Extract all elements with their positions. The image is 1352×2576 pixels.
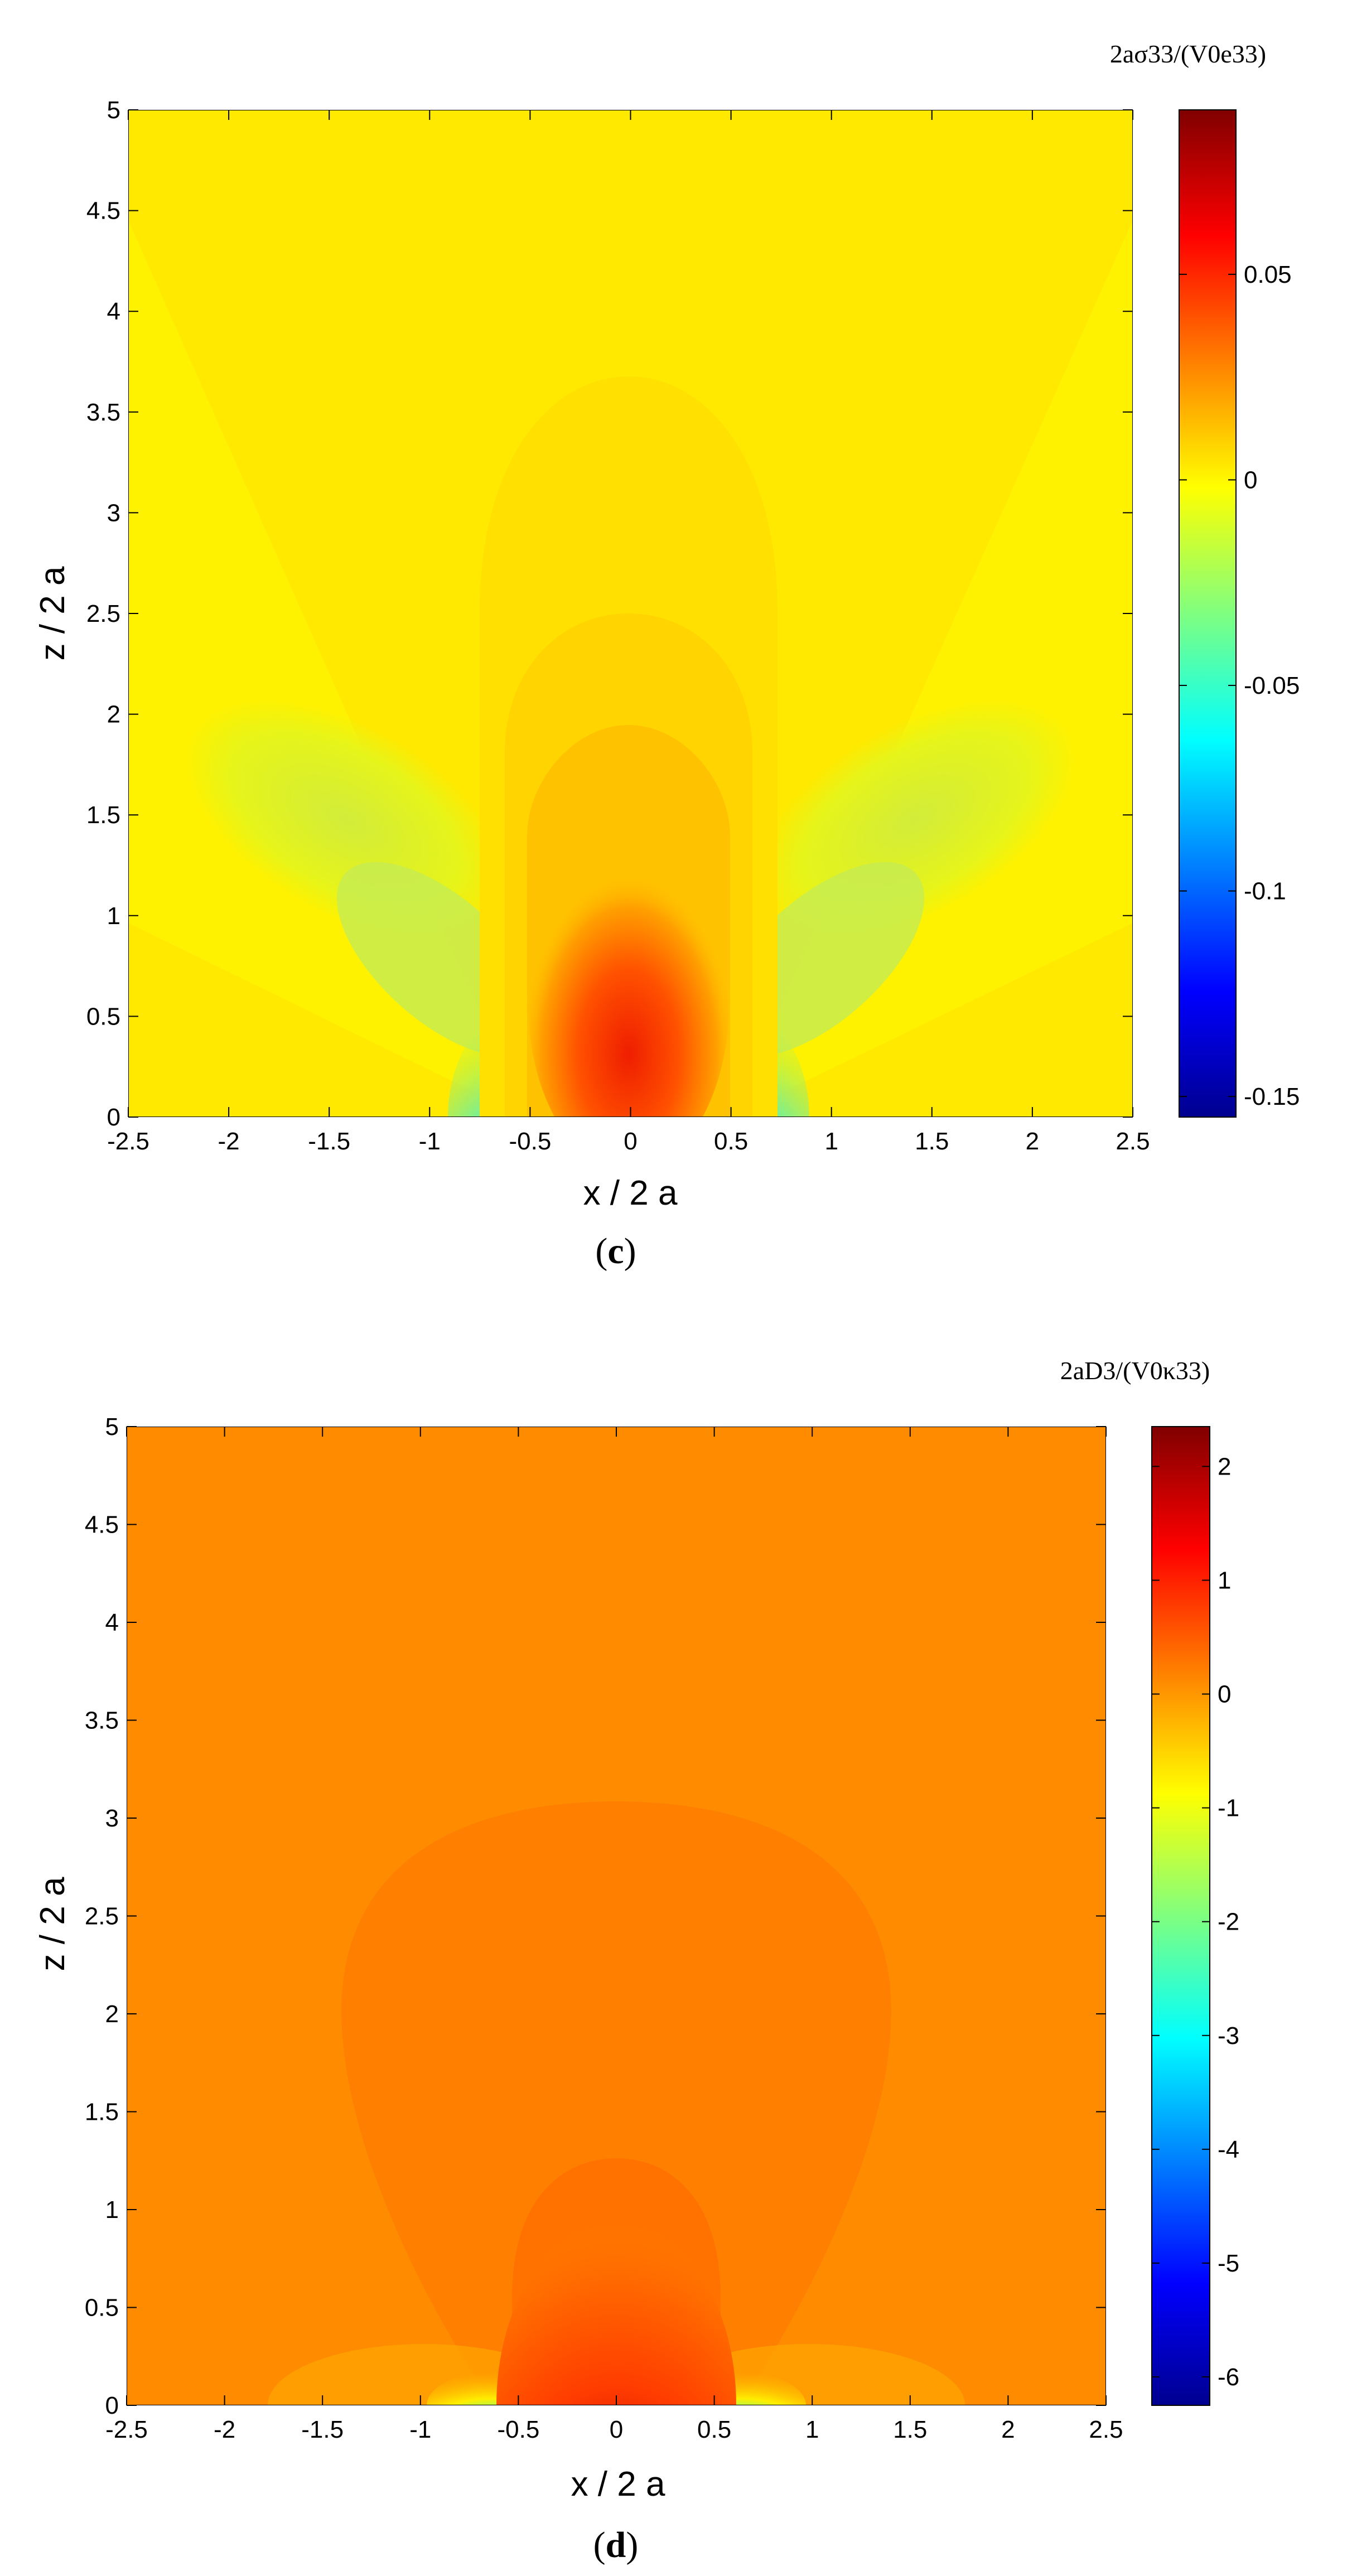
y-tick-label-d: 2.5 <box>85 1903 119 1930</box>
x-tick-label-c: -0.5 <box>509 1128 551 1155</box>
y-tick-label-d: 1.5 <box>85 2099 119 2126</box>
y-tick-label-c: 3.5 <box>86 399 120 426</box>
panel-d: -2.5 -2 -1.5 -1 -0.5 0 0.5 1 1.5 2 2.5 0 0.5 1 1.5 2 2.… <box>33 1356 1239 2565</box>
x-tick-label-c: -1 <box>419 1128 441 1155</box>
x-tick-label-d: 0 <box>610 2416 623 2443</box>
colorbar-ticks-c: 0.05 0 -0.05 -0.1 -0.15 <box>1179 261 1300 1110</box>
colorbar-tick-label-d: -6 <box>1218 2364 1239 2391</box>
colorbar-tick-label-d: -2 <box>1218 1908 1239 1936</box>
x-tick-label-c: 2 <box>1026 1128 1039 1155</box>
x-tick-label-d: -0.5 <box>497 2416 539 2443</box>
x-tick-label-d: 2.5 <box>1089 2416 1123 2443</box>
y-tick-label-c: 2 <box>107 701 120 728</box>
red-core-c <box>528 837 729 1117</box>
y-tick-label-d: 4.5 <box>85 1511 119 1539</box>
x-tick-label-c: 0.5 <box>714 1128 748 1155</box>
droplet-d <box>341 1801 892 2405</box>
panel-c: -2.5 -2 -1.5 -1 -0.5 0 0.5 1 1.5 2 2.5 0 0.5 1 1.5 2 2.… <box>33 40 1300 1272</box>
y-tick-label-c: 1.5 <box>86 801 120 829</box>
x-tick-label-d: 0.5 <box>697 2416 731 2443</box>
colorbar-tick-label-c: 0.05 <box>1244 261 1292 288</box>
y-tick-label-c: 3 <box>107 499 120 526</box>
y-tick-label-c: 4.5 <box>86 197 120 225</box>
y-tick-label-d: 0 <box>105 2392 119 2419</box>
y-tick-label-d: 2 <box>105 2000 119 2028</box>
colorbar-tick-label-d: -1 <box>1218 1795 1239 1822</box>
heatmap-c <box>128 110 1133 1117</box>
y-tick-label-c: 1 <box>107 902 120 930</box>
y-tick-label-d: 3 <box>105 1805 119 1832</box>
x-tick-label-c: 2.5 <box>1116 1128 1150 1155</box>
y-tick-label-c: 2.5 <box>86 600 120 627</box>
x-tick-label-d: -2.5 <box>105 2416 148 2443</box>
x-tick-label-c: -2.5 <box>107 1128 149 1155</box>
colorbar-tick-label-d: 0 <box>1218 1681 1231 1708</box>
panel-caption-d: (d) <box>593 2525 639 2565</box>
colorbar-tick-label-d: 2 <box>1218 1453 1231 1480</box>
colorbar-tick-label-d: -4 <box>1218 2136 1239 2163</box>
y-ticks-c: 0 0.5 1 1.5 2 2.5 3 3.5 4 4.5 5 <box>86 96 1133 1131</box>
colorbar-tick-label-c: -0.1 <box>1244 878 1286 905</box>
colorbar-tick-label-c: -0.15 <box>1244 1083 1300 1110</box>
red-core-d <box>496 2221 736 2405</box>
y-tick-label-c: 5 <box>107 96 120 124</box>
y-tick-label-d: 3.5 <box>85 1707 119 1734</box>
colorbar-tick-label-d: 1 <box>1218 1567 1231 1594</box>
x-tick-label-c: 1.5 <box>915 1128 949 1155</box>
colorbar-tick-label-c: 0 <box>1244 466 1257 494</box>
y-tick-label-c: 0 <box>107 1104 120 1131</box>
x-tick-label-d: -1.5 <box>301 2416 344 2443</box>
x-tick-label-c: -1.5 <box>308 1128 350 1155</box>
colorbar-c <box>1179 109 1237 1118</box>
colorbar-label-d: 2aD3/(V0κ33) <box>1060 1356 1210 1385</box>
y-ticks-d: 0 0.5 1 1.5 2 2.5 3 3.5 4 4.5 5 <box>85 1413 1106 2419</box>
panel-caption-c: (c) <box>595 1231 636 1272</box>
y-axis-label-c: z / 2 a <box>33 566 72 660</box>
x-tick-label-d: 1.5 <box>893 2416 927 2443</box>
x-tick-label-c: 0 <box>624 1128 637 1155</box>
x-axis-label-c: x / 2 a <box>583 1174 678 1212</box>
heatmap-d <box>127 1427 1106 2405</box>
x-axis-label-d: x / 2 a <box>571 2465 665 2503</box>
x-ticks-c: -2.5 -2 -1.5 -1 -0.5 0 0.5 1 1.5 2 2.5 <box>107 110 1150 1155</box>
x-tick-label-c: 1 <box>824 1128 838 1155</box>
colorbar-d <box>1151 1426 1210 2406</box>
y-tick-label-c: 0.5 <box>86 1003 120 1030</box>
x-tick-label-d: -1 <box>409 2416 431 2443</box>
x-tick-label-c: -2 <box>218 1128 240 1155</box>
colorbar-ticks-d: 2 1 0 -1 -2 -3 -4 -5 -6 <box>1152 1453 1239 2391</box>
x-tick-label-d: 1 <box>805 2416 819 2443</box>
y-tick-label-d: 5 <box>105 1413 119 1441</box>
y-axis-label-d: z / 2 a <box>33 1877 72 1971</box>
y-tick-label-d: 4 <box>105 1609 119 1636</box>
x-tick-label-d: -2 <box>214 2416 235 2443</box>
y-tick-label-d: 1 <box>105 2196 119 2224</box>
colorbar-tick-label-d: -3 <box>1218 2022 1239 2050</box>
y-tick-label-c: 4 <box>107 298 120 325</box>
y-tick-label-d: 0.5 <box>85 2294 119 2322</box>
colorbar-tick-label-c: -0.05 <box>1244 672 1300 699</box>
x-ticks-d: -2.5 -2 -1.5 -1 -0.5 0 0.5 1 1.5 2 2.5 <box>105 1427 1123 2443</box>
x-tick-label-d: 2 <box>1001 2416 1015 2443</box>
colorbar-label-c: 2aσ33/(V0e33) <box>1110 40 1266 68</box>
colorbar-tick-label-d: -5 <box>1218 2250 1239 2277</box>
